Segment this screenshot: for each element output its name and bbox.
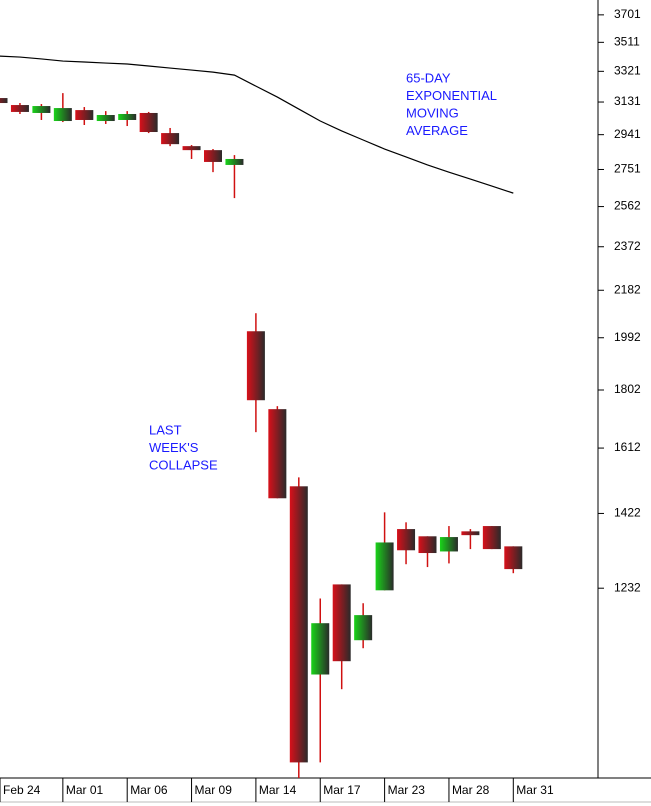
y-tick-label: 2941 bbox=[614, 127, 641, 141]
candle-body bbox=[0, 98, 8, 104]
candle-body bbox=[204, 150, 222, 162]
x-tick-label: Mar 17 bbox=[323, 783, 361, 797]
x-tick-label: Mar 06 bbox=[130, 783, 168, 797]
y-tick-label: 2751 bbox=[614, 162, 641, 176]
x-tick-label: Mar 31 bbox=[516, 783, 554, 797]
candle-body bbox=[311, 623, 330, 675]
y-tick-label: 2182 bbox=[614, 282, 641, 296]
candle-body bbox=[397, 529, 416, 551]
annotation-line: AVERAGE bbox=[406, 123, 468, 138]
candle-body bbox=[118, 113, 137, 120]
y-tick-label: 1992 bbox=[614, 330, 641, 344]
annotation-line: MOVING bbox=[406, 105, 459, 120]
candle-body bbox=[75, 110, 94, 120]
candle-body bbox=[268, 409, 287, 499]
annotation-line: COLLAPSE bbox=[149, 457, 218, 472]
y-tick-label: 3321 bbox=[614, 63, 641, 77]
candle-body bbox=[289, 486, 308, 763]
candle-body bbox=[482, 526, 501, 550]
y-tick-label: 3511 bbox=[614, 34, 640, 48]
x-tick-label: Mar 28 bbox=[452, 783, 490, 797]
x-tick-label: Mar 23 bbox=[388, 783, 426, 797]
candle-body bbox=[225, 158, 244, 165]
annotation-line: EXPONENTIAL bbox=[406, 88, 497, 103]
candle-body bbox=[96, 115, 115, 122]
y-tick-label: 1232 bbox=[614, 580, 641, 594]
candle-body bbox=[375, 542, 394, 591]
x-tick-label: Mar 14 bbox=[259, 783, 297, 797]
moving-average-line bbox=[0, 55, 514, 194]
annotation-line: LAST bbox=[149, 422, 182, 437]
annotation-line: WEEK'S bbox=[149, 440, 199, 455]
y-tick-label: 1802 bbox=[614, 382, 641, 396]
candle-body bbox=[461, 531, 480, 536]
candle-body bbox=[354, 615, 373, 641]
y-tick-label: 2372 bbox=[614, 239, 641, 253]
candle-body bbox=[418, 536, 437, 554]
candle-body bbox=[182, 146, 201, 151]
candle-body bbox=[504, 546, 523, 570]
y-tick-label: 2562 bbox=[614, 199, 641, 213]
candle-body bbox=[139, 112, 158, 133]
candle-body bbox=[246, 331, 265, 401]
candle-body bbox=[161, 133, 180, 145]
candle-body bbox=[53, 108, 72, 122]
candle-body bbox=[10, 105, 29, 112]
annotation-line: 65-DAY bbox=[406, 70, 451, 85]
x-tick-label: Mar 09 bbox=[195, 783, 233, 797]
x-tick-label: Feb 24 bbox=[3, 783, 41, 797]
candle-body bbox=[439, 537, 458, 552]
y-tick-label: 1422 bbox=[614, 506, 641, 520]
y-tick-label: 3131 bbox=[614, 94, 641, 108]
y-tick-label: 3701 bbox=[614, 7, 641, 21]
y-tick-label: 1612 bbox=[614, 440, 641, 454]
candle-body bbox=[332, 584, 351, 662]
candle-body bbox=[32, 106, 51, 113]
x-tick-label: Mar 01 bbox=[66, 783, 104, 797]
